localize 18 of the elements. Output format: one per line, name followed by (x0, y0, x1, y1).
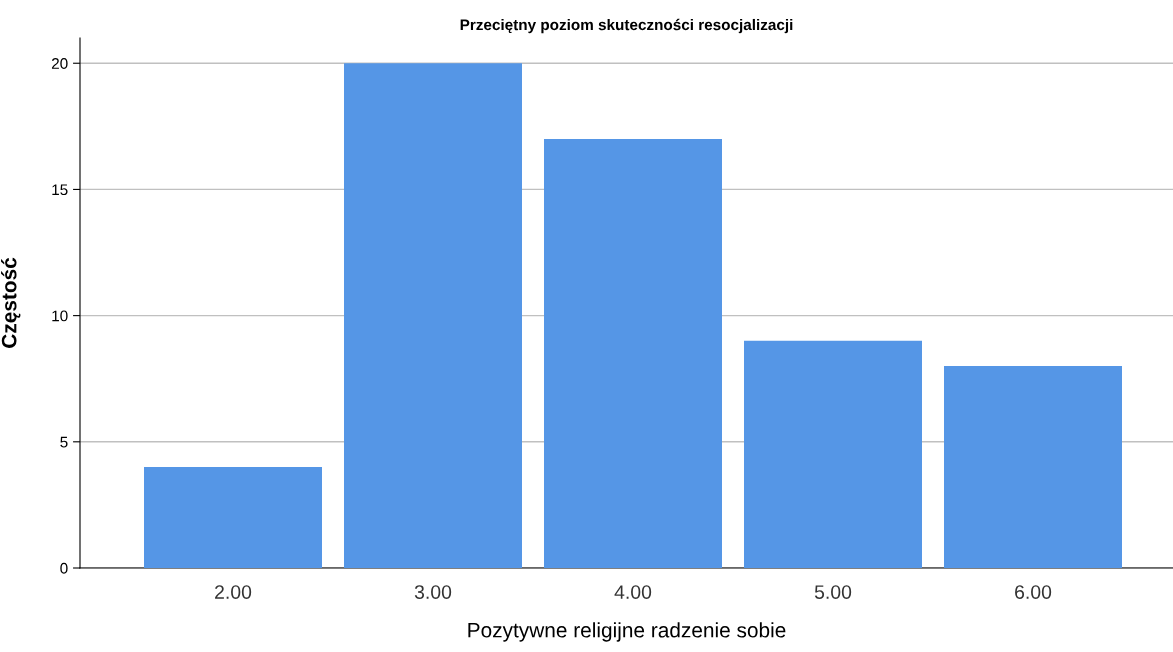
x-tick-label: 4.00 (614, 585, 652, 599)
bar (744, 340, 922, 568)
y-tick-label: 10 (52, 310, 68, 322)
bar (144, 467, 322, 568)
bar (544, 138, 722, 568)
x-tick-label: 5.00 (814, 585, 852, 599)
bar (344, 63, 522, 568)
x-tick-label: 2.00 (215, 585, 252, 599)
y-tick-label: 20 (51, 58, 68, 69)
x-tick-label: 6.00 (1015, 585, 1052, 599)
y-axis-title: Częstość (1, 257, 21, 348)
y-tick-label: 15 (52, 184, 68, 196)
y-tick-label: 5 (60, 436, 68, 448)
y-tick-label: 0 (60, 562, 68, 574)
x-tick-label: 3.00 (414, 585, 452, 599)
bar (944, 366, 1122, 568)
x-axis-title: Pozytywne religijne radzenie sobie (468, 622, 786, 642)
chart-title: Przeciętny poziom skuteczności resocjalizacji (460, 18, 793, 34)
